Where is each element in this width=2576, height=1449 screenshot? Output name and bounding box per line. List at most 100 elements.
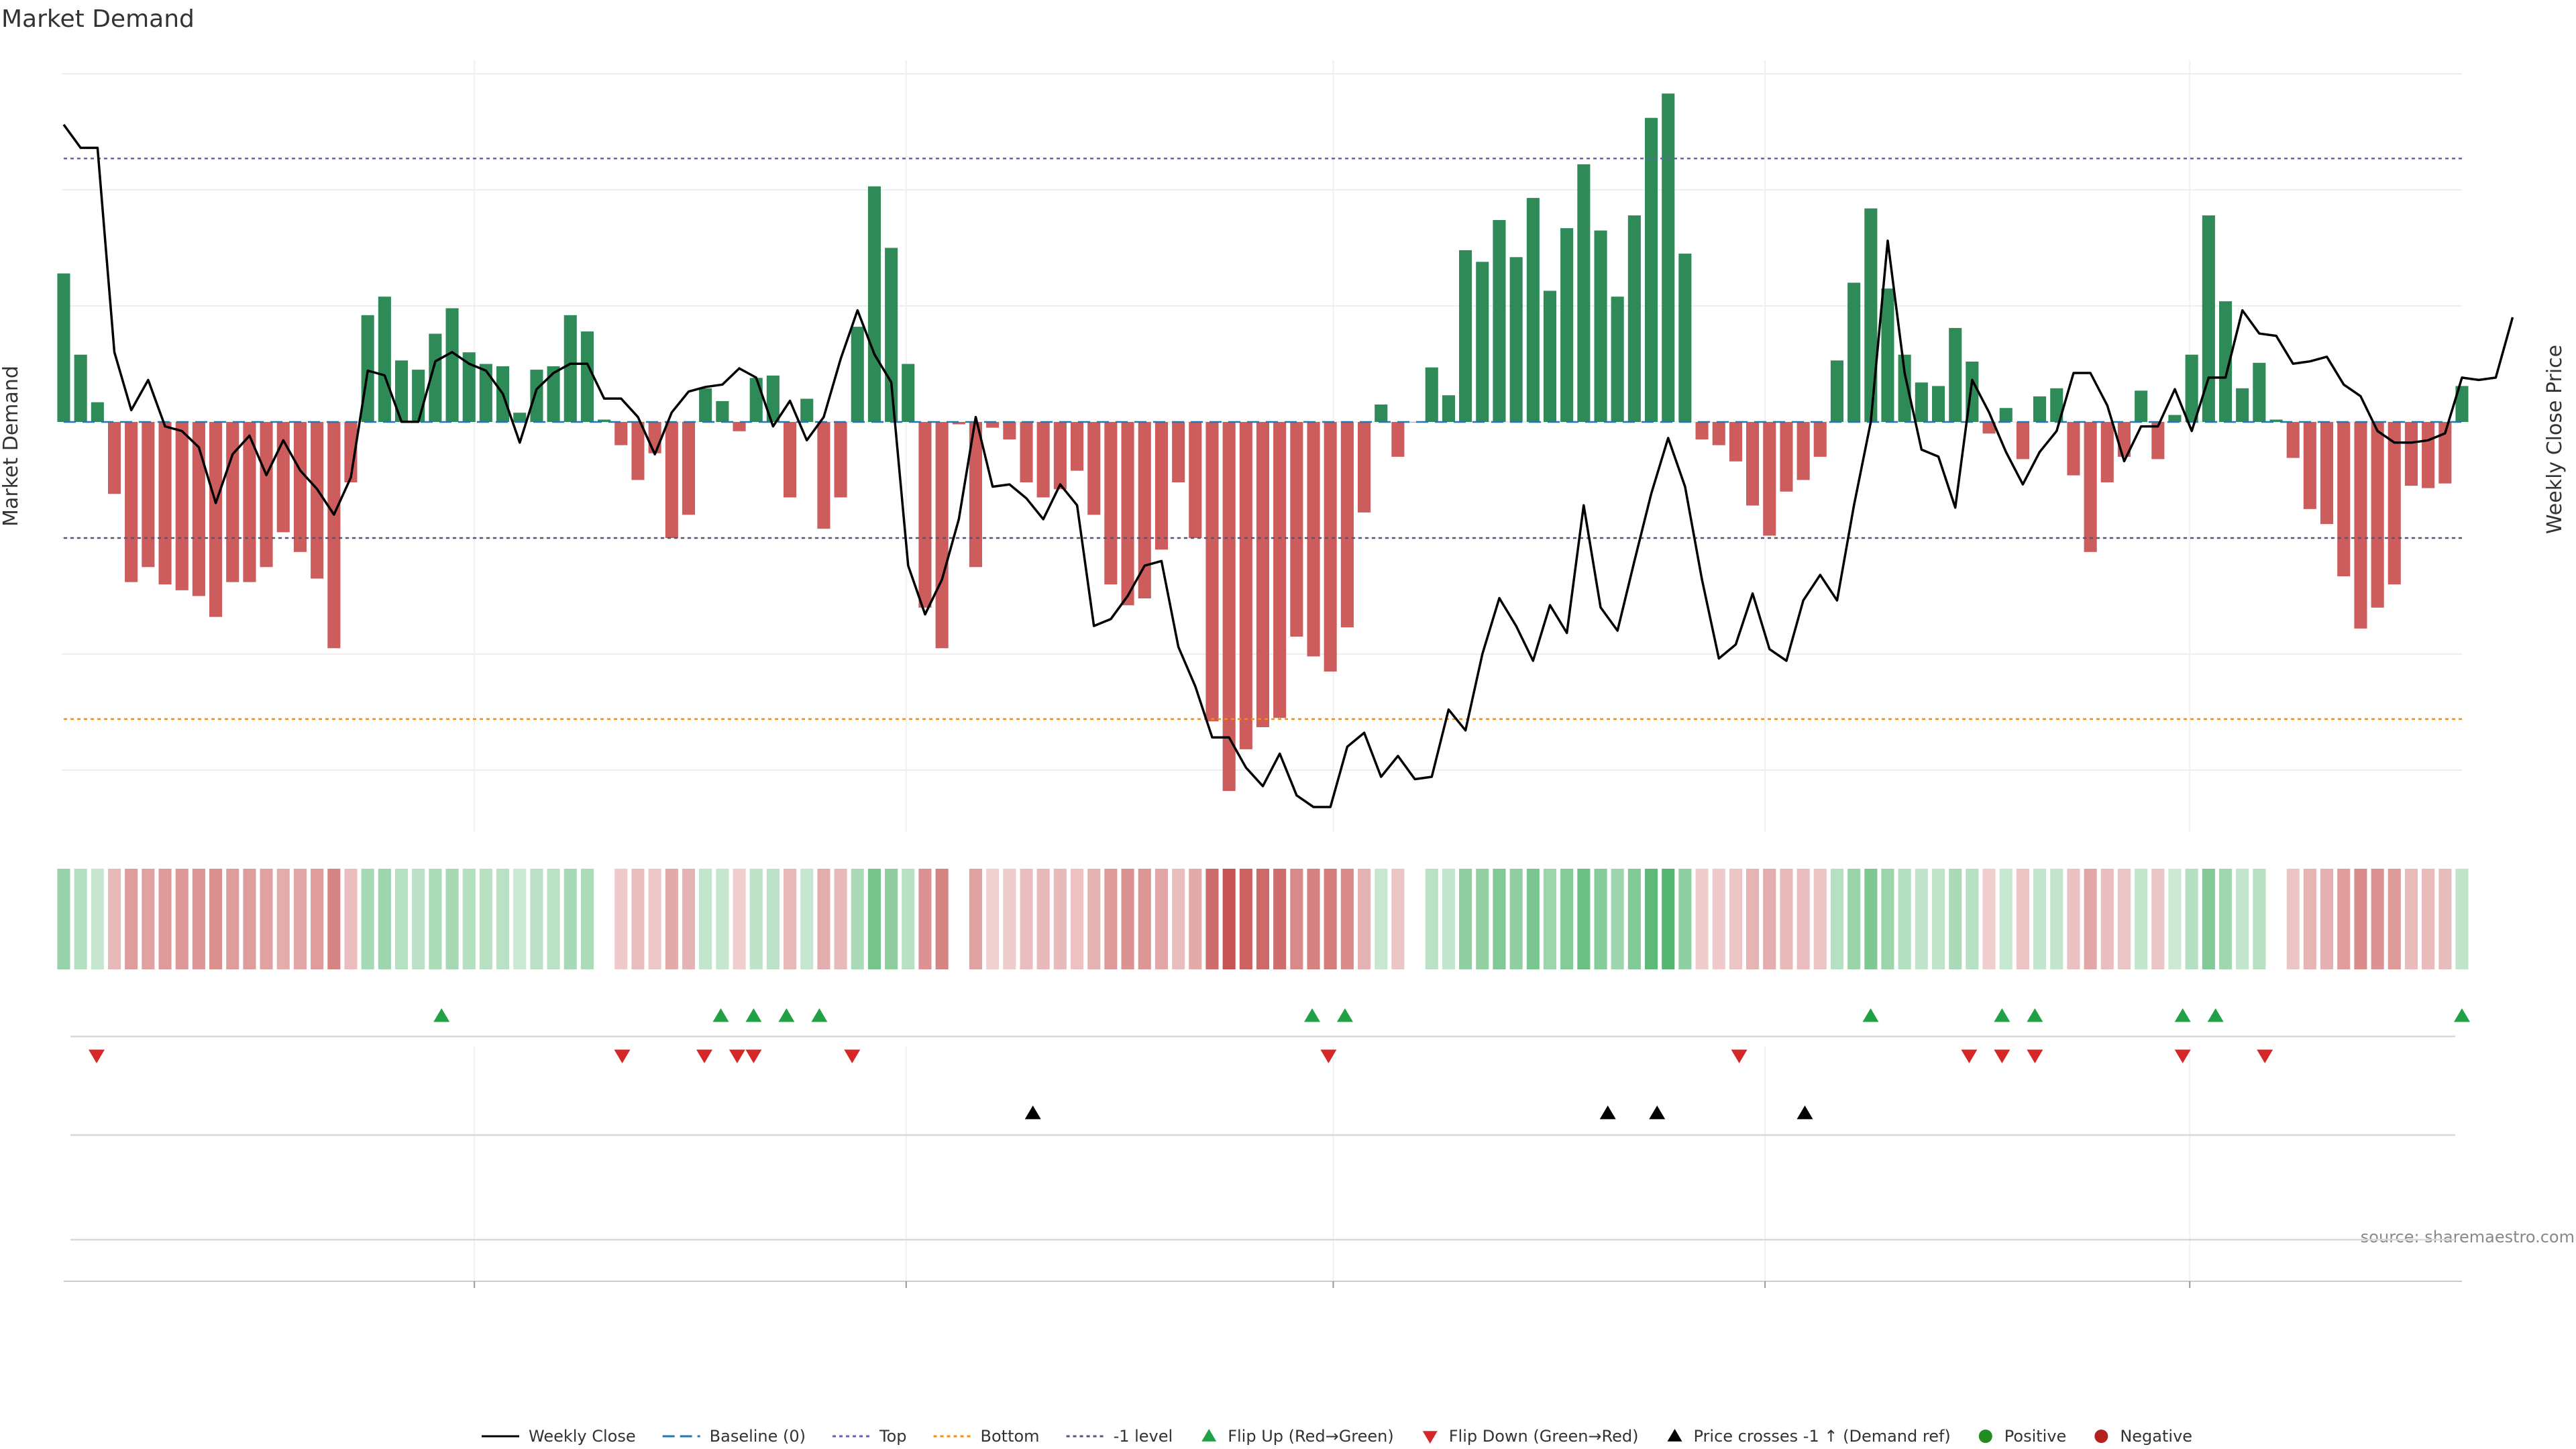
legend-swatch [2094,1430,2108,1443]
demand-heat-cell [648,869,661,969]
demand-bar [412,370,425,422]
demand-bar [1375,405,1388,422]
legend-item: Weekly Close [482,1427,636,1446]
demand-bar [1526,198,1540,422]
demand-heat-cell [1645,869,1658,969]
demand-bar [2236,388,2249,422]
demand-bar [2422,422,2435,488]
flip-up-marker [2174,1008,2191,1022]
demand-bar [800,398,814,422]
demand-bar [378,297,391,422]
demand-bar [293,422,307,552]
demand-bar [1408,422,1421,423]
source-note: source: sharemaestro.com [2361,1228,2575,1246]
demand-heat-cell [733,869,746,969]
demand-heat-cell [2084,869,2097,969]
demand-bar [57,273,70,422]
demand-bar [1476,262,1489,422]
demand-bar [1898,354,1911,422]
demand-heat-cell [766,869,780,969]
demand-heat-cell [986,869,1000,969]
demand-bar [260,422,273,568]
demand-bar [1036,422,1050,498]
flip-down-marker [1961,1049,1978,1063]
demand-bar [125,422,138,582]
demand-bar [1678,254,1692,422]
demand-bar [1493,220,1506,422]
demand-heat-cell [91,869,104,969]
demand-bar [2135,390,2148,422]
demand-bar [2050,388,2063,422]
demand-bar [1087,422,1101,515]
demand-heat-cell [226,869,239,969]
demand-bar [327,422,341,649]
flip-down-marker [1320,1049,1337,1063]
price-cross-marker [1599,1106,1616,1120]
demand-bar [2084,422,2097,552]
demand-heat-cell [1087,869,1101,969]
legend-label: -1 level [1114,1427,1173,1446]
demand-heat-cell [1053,869,1067,969]
demand-heat-cell [564,869,577,969]
demand-bar [986,422,1000,428]
demand-heat-cell [530,869,543,969]
demand-bar [276,422,290,533]
demand-bar [1729,422,1742,462]
demand-bar [1712,422,1725,445]
demand-heat-cell [412,869,425,969]
demand-heat-cell [1391,869,1405,969]
demand-bar [851,327,864,422]
demand-heat-cell [1121,869,1134,969]
demand-heat-cell [2438,869,2452,969]
demand-heat-cell [1611,869,1624,969]
demand-bar [2303,422,2316,509]
flip-down-marker [2174,1049,2191,1063]
demand-bar [2219,301,2233,422]
price-cross-marker [1796,1106,1813,1120]
demand-heat-cell [175,869,189,969]
demand-heat-cell [631,869,645,969]
demand-heat-cell [1915,869,1928,969]
demand-bar [1847,282,1861,422]
demand-bar [1830,360,1843,422]
demand-bar [867,186,881,422]
demand-heat-cell [716,869,729,969]
demand-heat-cell [2219,869,2233,969]
demand-bar [1611,297,1624,422]
demand-heat-cell [445,869,459,969]
demand-bar [1205,422,1219,722]
demand-heat-cell [293,869,307,969]
demand-bar [2151,422,2165,460]
demand-heat-cell [1695,869,1709,969]
demand-heat-cell [1627,869,1641,969]
flip-down-marker [696,1049,712,1063]
demand-heat-cell [1020,869,1033,969]
demand-bar [1003,422,1016,439]
demand-bar [733,422,746,431]
legend-label: Flip Down (Green→Red) [1449,1427,1639,1446]
demand-bar [935,422,949,649]
legend-label: Flip Up (Red→Green) [1228,1427,1394,1446]
demand-heat-cell [2168,869,2182,969]
demand-heat-cell [1425,869,1438,969]
demand-heat-cell [1324,869,1337,969]
demand-bar [1627,215,1641,422]
demand-bar [2202,215,2215,422]
demand-bar [1594,230,1607,422]
demand-bar [209,422,223,617]
demand-bar [682,422,695,515]
demand-bar [1020,422,1033,482]
demand-bar [2286,422,2300,458]
demand-bar [2253,362,2266,422]
demand-heat-cell [1678,869,1692,969]
demand-heat-cell [580,869,594,969]
demand-bar [2269,419,2283,422]
demand-heat-cell [1476,869,1489,969]
demand-bar [1577,164,1591,422]
demand-bar [243,422,256,582]
demand-bar [1560,228,1574,422]
demand-heat-cell [2387,869,2401,969]
demand-bar [1780,422,1793,492]
demand-heat-cell [2151,869,2165,969]
demand-bar [1543,290,1556,422]
